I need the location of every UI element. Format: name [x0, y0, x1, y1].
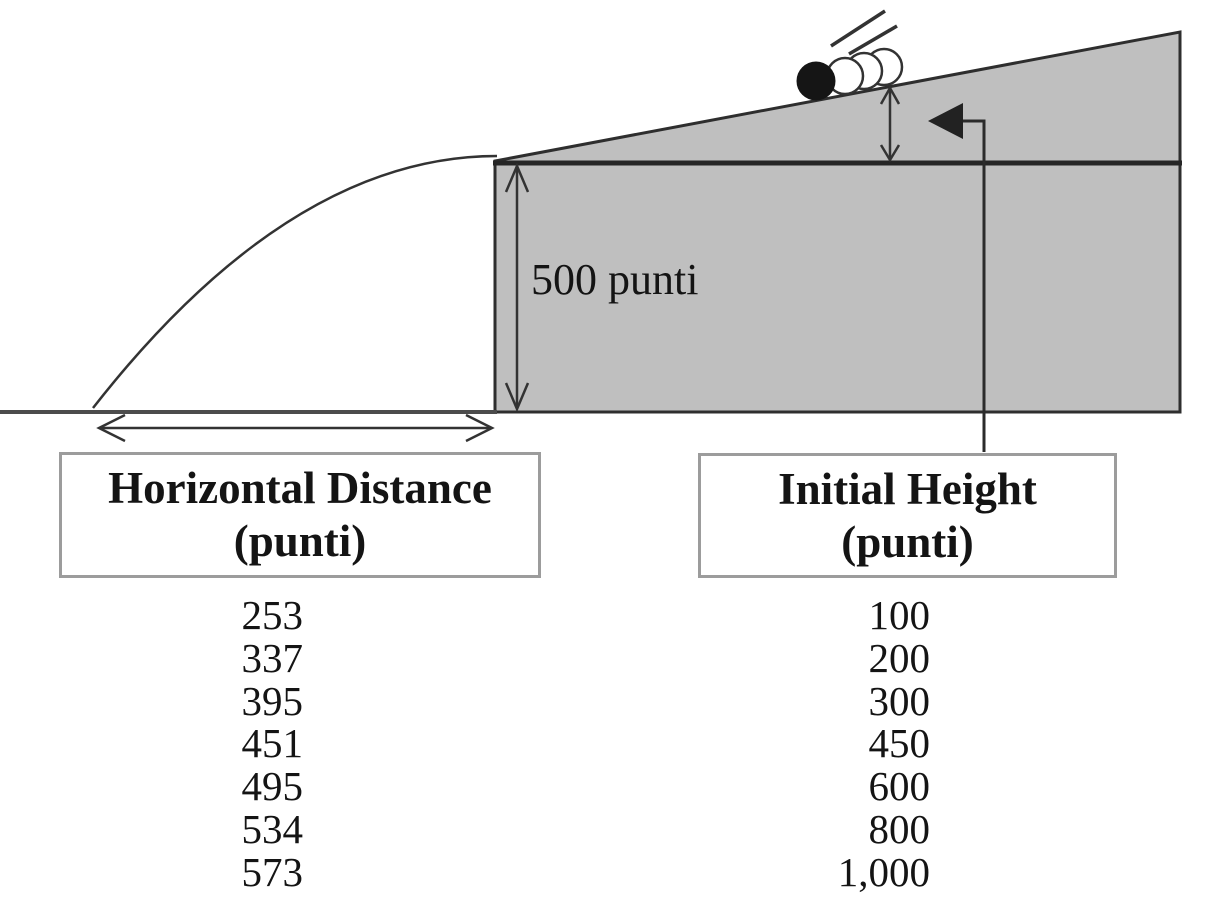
table-cell: 495	[241, 763, 304, 810]
table-cell: 534	[241, 805, 304, 852]
horizontal-distance-header-box: Horizontal Distance (punti)	[59, 452, 541, 578]
table-cell: 100	[868, 592, 931, 638]
table-cell: 253	[241, 592, 304, 638]
motion-marks-icon	[830, 9, 898, 56]
table-cell: 450	[868, 720, 931, 767]
table-cell: 395	[241, 677, 304, 724]
table-cell: 337	[241, 634, 304, 681]
table-cell: 573	[241, 848, 304, 895]
cliff-ramp-terrain	[493, 30, 1182, 414]
table-cell: 1,000	[837, 848, 930, 895]
table-cell: 451	[241, 720, 304, 767]
initial-height-column: 100 200 300 450 600 800 1,000	[730, 594, 930, 894]
pointer-arrowhead-icon	[928, 103, 963, 139]
table-cell: 300	[868, 677, 931, 724]
initial-height-arrow	[879, 85, 901, 163]
table-cell: 200	[868, 634, 931, 681]
horizontal-distance-arrow	[96, 413, 495, 443]
horizontal-distance-header-unit: (punti)	[233, 516, 367, 566]
ball-icon	[796, 61, 836, 101]
cliff-height-label: 500 punti	[531, 255, 699, 304]
initial-height-header-box: Initial Height (punti)	[698, 453, 1117, 578]
initial-height-header-title: Initial Height	[778, 463, 1037, 514]
cliff-height-arrow	[504, 162, 530, 413]
horizontal-distance-column: 253 337 395 451 495 534 573	[103, 592, 304, 895]
table-cell: 800	[868, 805, 931, 852]
initial-height-header-unit: (punti)	[841, 516, 974, 567]
initial-height-pointer	[928, 103, 986, 452]
trajectory-curve	[92, 154, 498, 409]
table-cell: 600	[868, 763, 931, 810]
horizontal-distance-header-title: Horizontal Distance	[108, 463, 492, 513]
